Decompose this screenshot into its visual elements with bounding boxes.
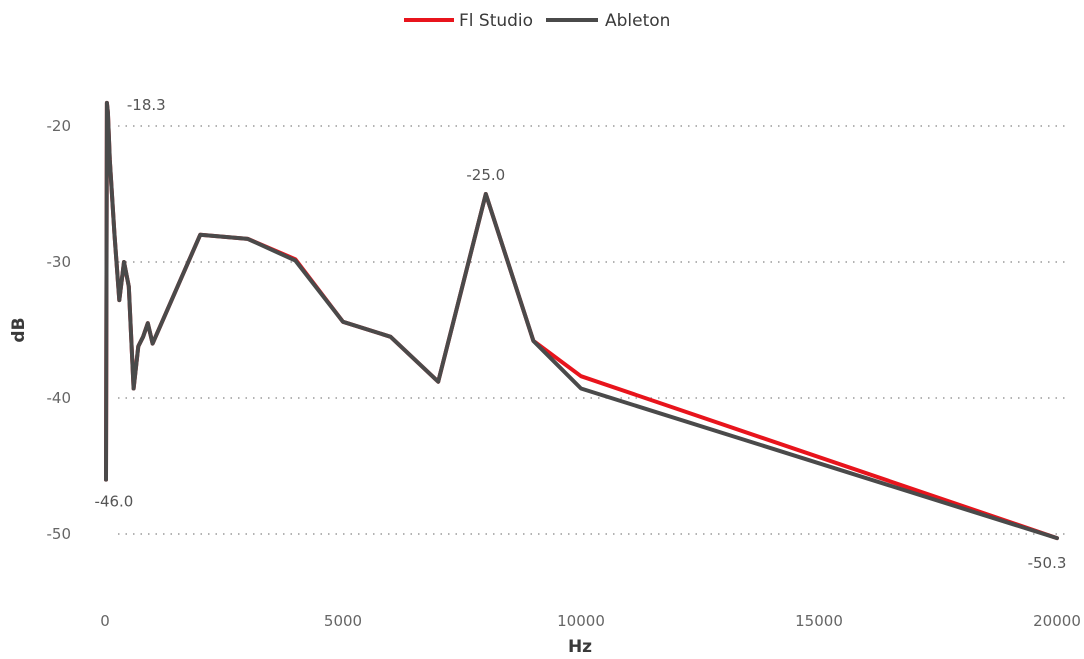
data-label: -18.3 — [127, 96, 166, 114]
x-tick-label: 5000 — [324, 612, 362, 630]
series-line-ableton — [104, 100, 1059, 541]
x-axis-ticks: 0 5000 10000 15000 20000 — [100, 612, 1081, 630]
y-tick-label: -40 — [47, 389, 72, 407]
chart-legend: Fl Studio Ableton — [404, 11, 670, 31]
data-label: -50.3 — [1028, 554, 1067, 572]
y-tick-label: -20 — [47, 117, 72, 135]
y-axis-ticks: -20 -30 -40 -50 — [47, 117, 72, 543]
legend-label: Fl Studio — [459, 11, 533, 31]
data-annotations: -18.3 -46.0 -25.0 -50.3 — [95, 96, 1067, 572]
x-tick-label: 10000 — [557, 612, 605, 630]
x-axis-title: Hz — [568, 637, 592, 657]
data-label: -46.0 — [95, 493, 134, 511]
series-line-fl-studio — [104, 100, 1059, 541]
y-tick-label: -30 — [47, 253, 72, 271]
y-tick-label: -50 — [47, 525, 72, 543]
gridlines — [118, 125, 1070, 535]
y-axis-title: dB — [9, 317, 29, 342]
x-tick-label: 15000 — [795, 612, 843, 630]
data-label: -25.0 — [466, 166, 505, 184]
x-tick-label: 0 — [100, 612, 110, 630]
series-lines — [104, 100, 1059, 541]
legend-label: Ableton — [605, 11, 670, 31]
x-tick-label: 20000 — [1033, 612, 1081, 630]
